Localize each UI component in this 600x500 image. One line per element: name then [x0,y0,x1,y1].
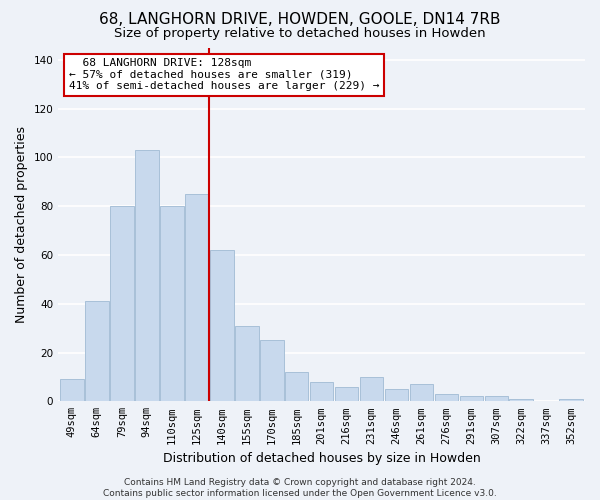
Bar [85,302,109,402]
X-axis label: Distribution of detached houses by size in Howden: Distribution of detached houses by size … [163,452,481,465]
Bar [60,380,84,402]
Bar [460,396,483,402]
Bar [235,326,259,402]
Bar [160,206,184,402]
Text: 68, LANGHORN DRIVE, HOWDEN, GOOLE, DN14 7RB: 68, LANGHORN DRIVE, HOWDEN, GOOLE, DN14 … [99,12,501,28]
Bar [210,250,233,402]
Bar [310,382,334,402]
Bar [260,340,284,402]
Bar [135,150,158,402]
Bar [385,389,409,402]
Bar [110,206,134,402]
Text: Size of property relative to detached houses in Howden: Size of property relative to detached ho… [114,28,486,40]
Text: 68 LANGHORN DRIVE: 128sqm  
← 57% of detached houses are smaller (319)
41% of se: 68 LANGHORN DRIVE: 128sqm ← 57% of detac… [69,58,379,92]
Bar [509,399,533,402]
Bar [559,399,583,402]
Text: Contains HM Land Registry data © Crown copyright and database right 2024.
Contai: Contains HM Land Registry data © Crown c… [103,478,497,498]
Y-axis label: Number of detached properties: Number of detached properties [15,126,28,323]
Bar [285,372,308,402]
Bar [485,396,508,402]
Bar [410,384,433,402]
Bar [335,386,358,402]
Bar [185,194,209,402]
Bar [434,394,458,402]
Bar [359,377,383,402]
